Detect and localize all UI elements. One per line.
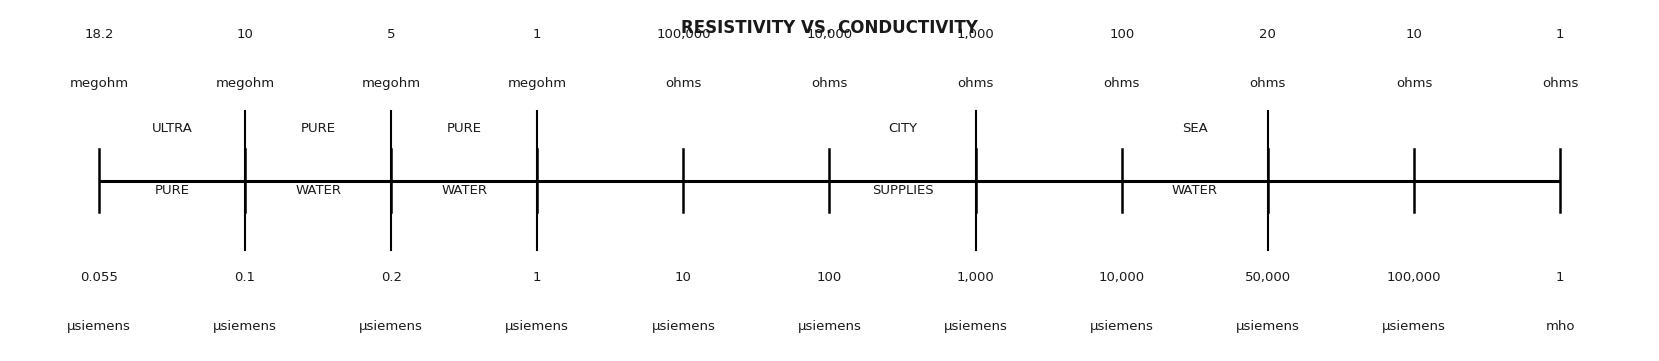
Text: 18.2: 18.2 <box>85 29 114 42</box>
Text: 10,000: 10,000 <box>1098 271 1145 284</box>
Text: ohms: ohms <box>665 77 702 90</box>
Text: ohms: ohms <box>957 77 994 90</box>
Text: 10: 10 <box>675 271 692 284</box>
Text: ULTRA: ULTRA <box>151 122 192 135</box>
Text: ohms: ohms <box>1541 77 1578 90</box>
Text: ohms: ohms <box>1249 77 1286 90</box>
Text: 5: 5 <box>387 29 395 42</box>
Text: WATER: WATER <box>441 184 488 197</box>
Text: PURE: PURE <box>154 184 189 197</box>
Text: 10: 10 <box>237 29 254 42</box>
Text: 100,000: 100,000 <box>657 29 710 42</box>
Text: 10: 10 <box>1405 29 1422 42</box>
Text: μsiemens: μsiemens <box>1236 319 1299 332</box>
Text: 1,000: 1,000 <box>957 271 994 284</box>
Text: PURE: PURE <box>446 122 481 135</box>
Text: PURE: PURE <box>300 122 335 135</box>
Text: 100: 100 <box>816 271 843 284</box>
Text: WATER: WATER <box>295 184 342 197</box>
Text: μsiemens: μsiemens <box>798 319 861 332</box>
Text: SUPPLIES: SUPPLIES <box>871 184 934 197</box>
Text: 1: 1 <box>533 29 541 42</box>
Text: RESISTIVITY VS. CONDUCTIVITY: RESISTIVITY VS. CONDUCTIVITY <box>682 19 977 37</box>
Text: ohms: ohms <box>1103 77 1140 90</box>
Text: ohms: ohms <box>1395 77 1432 90</box>
Text: 1: 1 <box>533 271 541 284</box>
Text: 0.2: 0.2 <box>380 271 401 284</box>
Text: μsiemens: μsiemens <box>1382 319 1447 332</box>
Text: μsiemens: μsiemens <box>652 319 715 332</box>
Text: megohm: megohm <box>216 77 275 90</box>
Text: μsiemens: μsiemens <box>360 319 423 332</box>
Text: 20: 20 <box>1259 29 1276 42</box>
Text: WATER: WATER <box>1171 184 1218 197</box>
Text: 10,000: 10,000 <box>806 29 853 42</box>
Text: megohm: megohm <box>362 77 421 90</box>
Text: 100,000: 100,000 <box>1387 271 1442 284</box>
Text: 1: 1 <box>1556 271 1564 284</box>
Text: CITY: CITY <box>888 122 917 135</box>
Text: 0.1: 0.1 <box>234 271 255 284</box>
Text: 0.055: 0.055 <box>80 271 118 284</box>
Text: μsiemens: μsiemens <box>212 319 277 332</box>
Text: μsiemens: μsiemens <box>944 319 1007 332</box>
Text: ohms: ohms <box>811 77 848 90</box>
Text: megohm: megohm <box>70 77 128 90</box>
Text: μsiemens: μsiemens <box>1090 319 1153 332</box>
Text: mho: mho <box>1545 319 1574 332</box>
Text: megohm: megohm <box>508 77 567 90</box>
Text: 50,000: 50,000 <box>1244 271 1291 284</box>
Text: μsiemens: μsiemens <box>506 319 569 332</box>
Text: 1,000: 1,000 <box>957 29 994 42</box>
Text: 1: 1 <box>1556 29 1564 42</box>
Text: SEA: SEA <box>1181 122 1208 135</box>
Text: 100: 100 <box>1110 29 1135 42</box>
Text: μsiemens: μsiemens <box>66 319 131 332</box>
